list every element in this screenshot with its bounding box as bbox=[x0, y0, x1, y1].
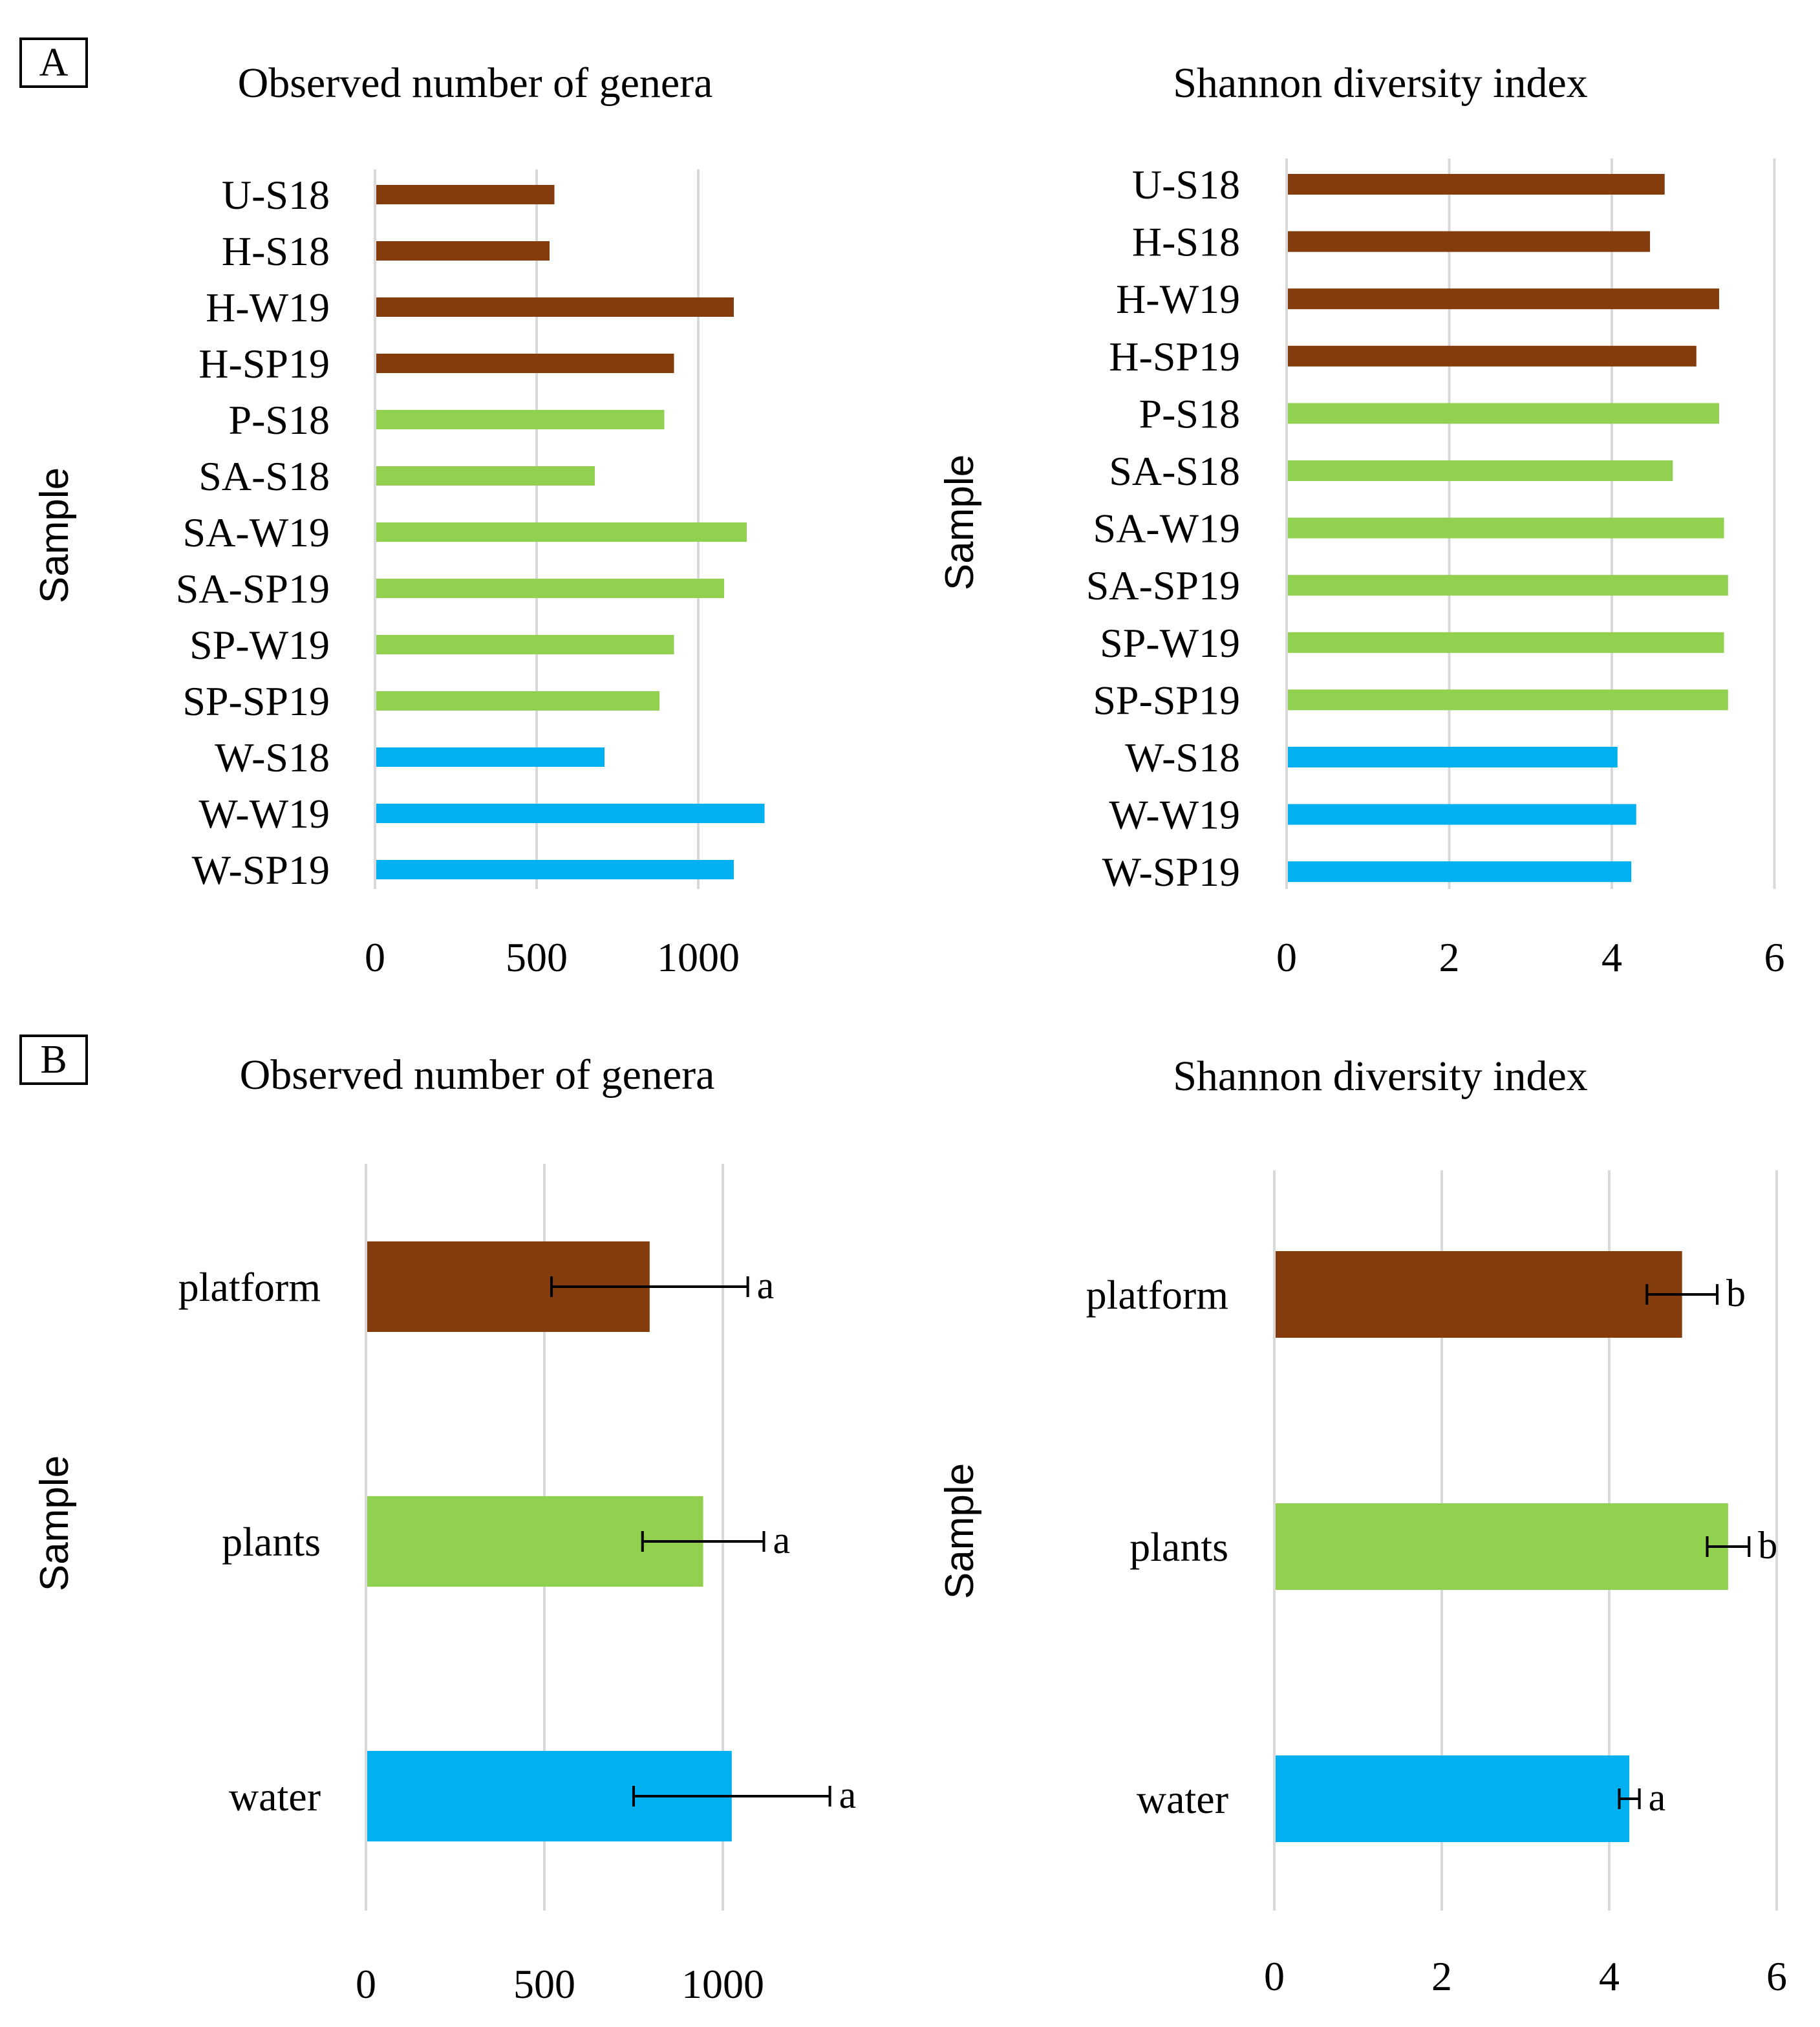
category-label: W-W19 bbox=[198, 791, 330, 837]
category-label: SP-SP19 bbox=[182, 678, 330, 724]
bar bbox=[1288, 689, 1728, 711]
bar bbox=[1288, 460, 1673, 481]
x-tick-label: 0 bbox=[1276, 934, 1297, 980]
bar bbox=[1288, 288, 1719, 310]
y-axis-label: Sample bbox=[32, 1455, 77, 1591]
y-axis-label: Sample bbox=[32, 467, 77, 603]
category-label: SP-SP19 bbox=[1093, 677, 1240, 723]
significance-letter: a bbox=[839, 1774, 857, 1816]
bar bbox=[376, 635, 674, 654]
bar bbox=[376, 747, 605, 767]
x-tick-label: 6 bbox=[1766, 1953, 1787, 1999]
bar bbox=[1288, 632, 1724, 653]
category-label: SA-W19 bbox=[1093, 506, 1240, 552]
chart-title: Observed number of genera bbox=[240, 1051, 715, 1099]
bar bbox=[376, 522, 747, 542]
significance-letter: a bbox=[1649, 1776, 1666, 1819]
category-label: SP-W19 bbox=[189, 622, 330, 668]
y-axis-label: Sample bbox=[937, 455, 982, 590]
panel-label-b: B bbox=[19, 1035, 88, 1085]
bar bbox=[1288, 804, 1636, 825]
x-tick-label: 2 bbox=[1439, 934, 1460, 980]
category-label: water bbox=[229, 1774, 321, 1819]
bar bbox=[376, 579, 724, 598]
category-label: H-W19 bbox=[1116, 276, 1240, 322]
category-label: U-S18 bbox=[222, 172, 330, 218]
x-tick-label: 0 bbox=[356, 1961, 376, 2007]
significance-letter: a bbox=[757, 1264, 775, 1307]
y-axis-label: Sample bbox=[937, 1463, 982, 1599]
bar bbox=[1288, 575, 1728, 596]
category-label: W-W19 bbox=[1109, 792, 1240, 838]
bar bbox=[376, 185, 555, 204]
category-label: W-S18 bbox=[215, 735, 330, 780]
x-tick-label: 500 bbox=[513, 1961, 575, 2007]
bar bbox=[1276, 1251, 1682, 1338]
x-tick-label: 2 bbox=[1431, 1953, 1452, 1999]
bar bbox=[376, 241, 550, 261]
x-tick-label: 4 bbox=[1599, 1953, 1620, 1999]
x-tick-label: 1000 bbox=[681, 1961, 764, 2007]
bar bbox=[376, 410, 665, 429]
category-label: SA-SP19 bbox=[1086, 563, 1240, 608]
bar bbox=[1288, 174, 1665, 195]
category-label: platform bbox=[1086, 1272, 1228, 1318]
category-label: H-S18 bbox=[222, 228, 330, 274]
chart-title: Shannon diversity index bbox=[1173, 59, 1588, 107]
x-tick-label: 1000 bbox=[657, 934, 740, 980]
significance-letter: a bbox=[773, 1519, 790, 1561]
category-label: plants bbox=[1129, 1524, 1228, 1570]
bar bbox=[1288, 345, 1697, 367]
bar bbox=[1288, 517, 1724, 539]
bar bbox=[376, 691, 659, 711]
x-tick-label: 6 bbox=[1764, 934, 1785, 980]
x-tick-label: 4 bbox=[1601, 934, 1622, 980]
bar bbox=[376, 297, 734, 317]
chart-a-observed-genera: Observed number of genera Sample 0 500 1000 U… bbox=[32, 59, 765, 980]
x-tick-label: 500 bbox=[506, 934, 568, 980]
category-label: W-SP19 bbox=[1102, 849, 1240, 895]
category-label: SA-SP19 bbox=[176, 566, 330, 612]
category-label: SA-W19 bbox=[182, 509, 330, 555]
significance-letter: b bbox=[1758, 1524, 1777, 1567]
bar bbox=[376, 466, 595, 486]
category-label: plants bbox=[222, 1519, 321, 1565]
category-label: W-S18 bbox=[1125, 735, 1240, 780]
bar bbox=[1288, 231, 1651, 252]
x-tick-label: 0 bbox=[1264, 1953, 1285, 1999]
category-label: H-SP19 bbox=[198, 341, 330, 387]
category-label: P-S18 bbox=[229, 397, 330, 443]
category-label: H-W19 bbox=[206, 284, 330, 330]
bar bbox=[1276, 1503, 1728, 1590]
chart-b-observed-genera: Observed number of genera Sample 0 500 1000 p… bbox=[32, 1051, 857, 2007]
category-label: P-S18 bbox=[1139, 391, 1241, 436]
category-label: water bbox=[1137, 1776, 1228, 1822]
bar bbox=[1288, 861, 1632, 883]
category-label: W-SP19 bbox=[192, 847, 330, 893]
panel-label-a: A bbox=[19, 38, 88, 88]
bar bbox=[376, 354, 674, 373]
category-label: SA-S18 bbox=[1109, 448, 1240, 494]
category-label: H-SP19 bbox=[1109, 334, 1240, 380]
chart-title: Observed number of genera bbox=[238, 59, 713, 107]
bar bbox=[1276, 1755, 1630, 1842]
bar bbox=[376, 860, 734, 879]
bar bbox=[1288, 403, 1719, 424]
category-label: H-S18 bbox=[1132, 219, 1240, 265]
category-label: SA-S18 bbox=[198, 453, 330, 499]
category-label: SP-W19 bbox=[1100, 620, 1240, 666]
significance-letter: b bbox=[1726, 1272, 1746, 1314]
x-tick-label: 0 bbox=[365, 934, 385, 980]
bar bbox=[376, 804, 765, 823]
chart-b-shannon-index: Shannon diversity index Sample 0 2 4 6 platfor… bbox=[937, 1053, 1787, 1999]
category-label: platform bbox=[178, 1264, 321, 1310]
bar bbox=[1288, 747, 1618, 767]
chart-title: Shannon diversity index bbox=[1173, 1053, 1588, 1100]
chart-a-shannon-index: Shannon diversity index Sample 0 2 4 6 U-S18 H-… bbox=[937, 59, 1785, 980]
category-label: U-S18 bbox=[1132, 162, 1240, 208]
